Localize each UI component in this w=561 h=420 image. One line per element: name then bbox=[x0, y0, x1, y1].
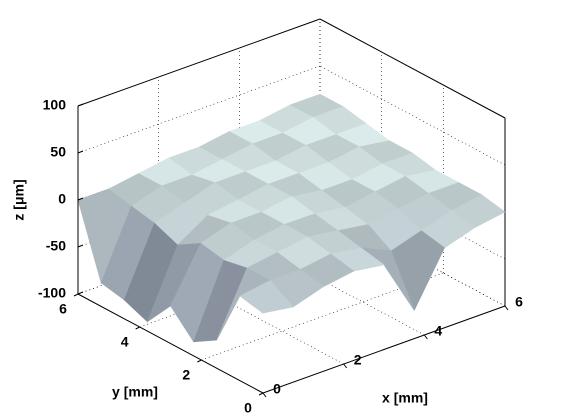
y-tick-label: 0 bbox=[244, 400, 252, 416]
grid-line bbox=[77, 65, 321, 154]
z-tick bbox=[77, 150, 84, 154]
x-tick bbox=[423, 334, 428, 340]
grid-line bbox=[158, 264, 344, 365]
x-tick-label: 6 bbox=[515, 294, 523, 310]
z-tick-label: -50 bbox=[46, 238, 66, 254]
z-tick bbox=[77, 197, 84, 201]
grid-line bbox=[239, 235, 425, 336]
box-edge bbox=[77, 18, 321, 107]
z-tick-label: 50 bbox=[50, 144, 66, 160]
box-edge bbox=[319, 18, 506, 119]
y-tick bbox=[73, 293, 79, 297]
z-tick bbox=[77, 244, 84, 248]
z-tick-label: -100 bbox=[38, 285, 66, 301]
y-tick bbox=[258, 392, 264, 396]
y-tick bbox=[197, 359, 202, 363]
z-tick-label: 0 bbox=[58, 191, 66, 207]
x-axis bbox=[262, 305, 506, 394]
grid-line bbox=[319, 65, 506, 166]
z-tick bbox=[77, 103, 84, 107]
y-tick-label: 2 bbox=[182, 367, 190, 383]
z-tick-label: 100 bbox=[43, 97, 67, 113]
surface-patch bbox=[239, 280, 294, 314]
y-tick-label: 4 bbox=[121, 334, 129, 350]
y-axis-label: y [mm] bbox=[112, 384, 158, 400]
x-tick-label: 4 bbox=[434, 323, 442, 339]
x-tick-label: 2 bbox=[354, 352, 362, 368]
y-axis bbox=[77, 293, 264, 394]
x-tick bbox=[504, 305, 509, 311]
z-tick bbox=[77, 291, 84, 295]
z-axis-label: z [μm] bbox=[11, 179, 27, 220]
grid-line bbox=[201, 272, 444, 361]
x-axis-label: x [mm] bbox=[382, 390, 428, 406]
y-tick-label: 6 bbox=[59, 301, 67, 317]
y-tick bbox=[135, 326, 140, 330]
x-tick-label: 0 bbox=[273, 381, 281, 397]
x-tick bbox=[262, 392, 267, 398]
x-tick bbox=[343, 363, 348, 369]
